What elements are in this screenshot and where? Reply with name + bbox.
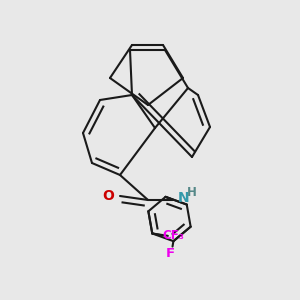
Text: O: O <box>102 189 114 203</box>
Text: CF₃: CF₃ <box>162 230 184 242</box>
Text: F: F <box>166 247 175 260</box>
Text: N: N <box>178 190 189 205</box>
Text: H: H <box>187 186 196 199</box>
